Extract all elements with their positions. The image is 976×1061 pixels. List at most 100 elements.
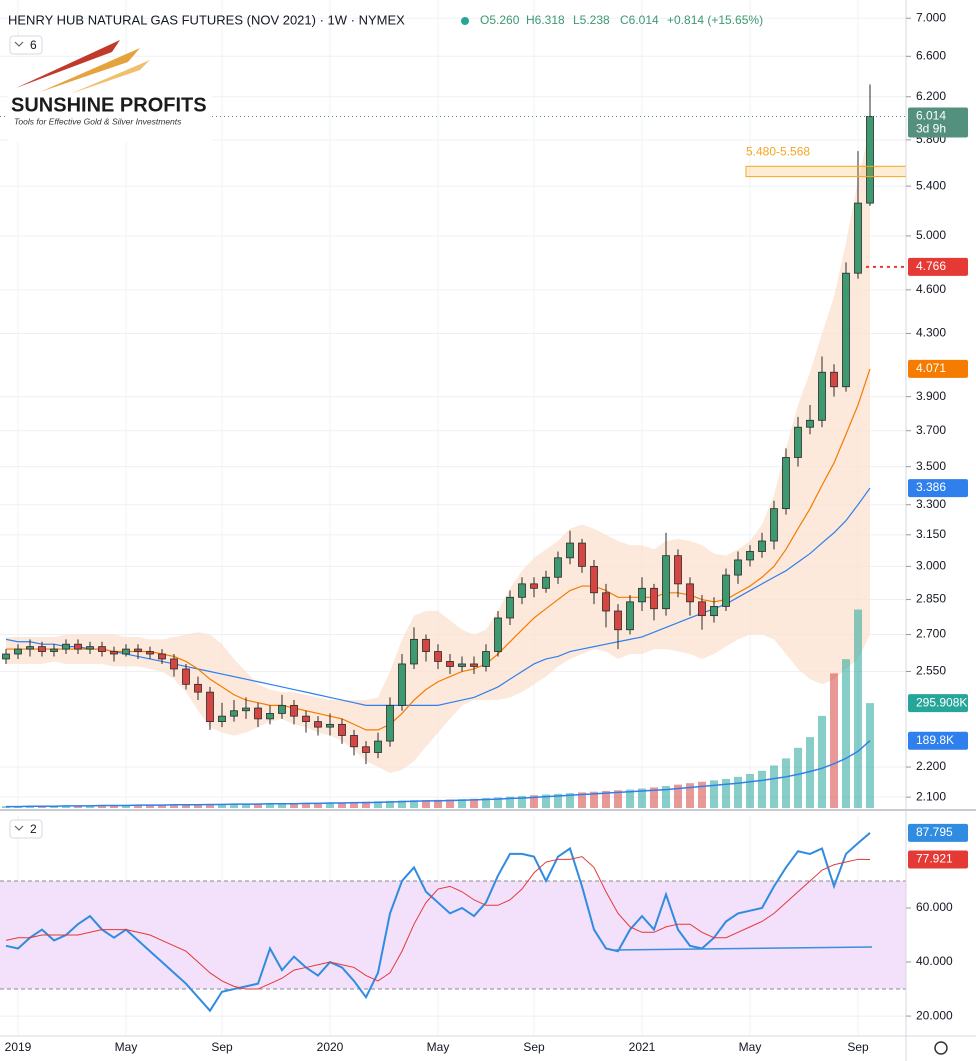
ohlc-high: H6.318 — [526, 13, 565, 27]
y-tick-label: 5.400 — [916, 178, 946, 192]
volume-bar — [830, 673, 838, 808]
volume-bar — [362, 801, 370, 808]
y-tick-label: 3.000 — [916, 559, 946, 573]
candle-body — [290, 704, 298, 717]
candle-body — [302, 715, 310, 723]
candle-body — [626, 601, 634, 631]
volume-bar — [386, 800, 394, 808]
candle-body — [542, 576, 550, 589]
volume-bar — [446, 799, 454, 808]
candle-body — [794, 426, 802, 458]
candle-body — [494, 617, 502, 652]
candle-body — [854, 202, 862, 274]
candle-body — [662, 555, 670, 610]
candle-body — [230, 710, 238, 717]
volume-bar — [602, 790, 610, 808]
x-tick-label: May — [115, 1040, 138, 1054]
volume-bar — [650, 787, 658, 808]
volume-bar — [566, 793, 574, 808]
rsi-line — [5, 856, 871, 990]
candle-body — [326, 723, 334, 728]
y-tick-label: 3.150 — [916, 527, 946, 541]
last-price-label-box — [908, 107, 968, 138]
candle-body — [578, 542, 586, 567]
candle-body — [710, 606, 718, 617]
volume-bar — [410, 800, 418, 808]
volume-bar — [170, 804, 178, 808]
volume-bar — [626, 789, 634, 808]
candle-body — [434, 651, 442, 662]
volume-label-box — [908, 694, 968, 713]
rsi-last-label-box — [908, 823, 968, 842]
volume-bar — [710, 780, 718, 808]
candle-body — [866, 116, 874, 204]
candle-body — [398, 663, 406, 706]
candle-body — [674, 555, 682, 585]
ma-fast-label-box — [908, 359, 968, 378]
volume-bar — [542, 794, 550, 808]
volume-bar — [842, 659, 850, 808]
x-tick-label: Sep — [211, 1040, 233, 1054]
volume-bar — [110, 805, 118, 808]
volume-bar — [134, 804, 142, 808]
candle-body — [362, 746, 370, 753]
volume-label: 295.908K — [916, 695, 967, 709]
candle-body — [650, 587, 658, 610]
candle-body — [530, 583, 538, 589]
ma-slow-label-box — [908, 479, 968, 498]
logo-swoosh — [40, 48, 140, 92]
volume-bar — [590, 791, 598, 808]
volume-bar — [638, 788, 646, 808]
candle-body — [38, 646, 46, 652]
candle-body — [14, 648, 22, 655]
x-tick-label: 2020 — [317, 1040, 344, 1054]
candle-body — [518, 583, 526, 598]
rsi-last-label-box — [908, 850, 968, 869]
x-tick-label: Sep — [847, 1040, 869, 1054]
indicator-toggle[interactable] — [9, 819, 43, 839]
x-tick-label: 2019 — [5, 1040, 32, 1054]
y-tick-label: 2.700 — [916, 627, 946, 641]
volume-ma-label: 189.8K — [916, 733, 954, 747]
candle-body — [182, 668, 190, 685]
logo-tagline: Tools for Effective Gold & Silver Invest… — [14, 116, 182, 126]
indicator-toggle[interactable] — [9, 35, 43, 55]
volume-bar — [794, 747, 802, 808]
indicator-count: 2 — [30, 822, 37, 836]
candle-body — [74, 643, 82, 650]
chevron — [14, 825, 24, 831]
candle-body — [722, 574, 730, 607]
candle-body — [26, 646, 34, 650]
rsi-last-label: 77.921 — [916, 852, 953, 866]
candle-body — [62, 643, 70, 650]
ohlc-open: O5.260 — [480, 13, 520, 27]
volume-bar — [122, 805, 130, 808]
ma-fast-label: 4.071 — [916, 361, 946, 375]
y-tick-label: 4.600 — [916, 282, 946, 296]
candle-body — [386, 704, 394, 742]
volume-bar — [218, 803, 226, 808]
y-tick-label: 40.000 — [916, 954, 953, 968]
candle-body — [374, 740, 382, 753]
volume-bar — [194, 804, 202, 808]
volume-bar — [746, 773, 754, 808]
rsi-band-fill — [0, 880, 906, 990]
countdown: 3d 9h — [916, 122, 946, 136]
volume-bar — [254, 803, 262, 808]
volume-bar — [770, 765, 778, 808]
volume-bar — [698, 781, 706, 808]
volume-bar — [266, 803, 274, 808]
candle-body — [770, 508, 778, 542]
settings-gear[interactable] — [934, 1041, 948, 1055]
logo-background — [8, 58, 212, 142]
volume-bar — [158, 804, 166, 808]
ohlc-close: C6.014 — [620, 13, 659, 27]
x-tick-label: Sep — [523, 1040, 545, 1054]
rsi-last-label: 87.795 — [916, 825, 953, 839]
volume-bar — [758, 770, 766, 808]
volume-bar — [314, 802, 322, 808]
candle-body — [506, 596, 514, 619]
zone-label: 5.480-5.568 — [746, 144, 810, 158]
indicator-count: 6 — [30, 38, 37, 52]
